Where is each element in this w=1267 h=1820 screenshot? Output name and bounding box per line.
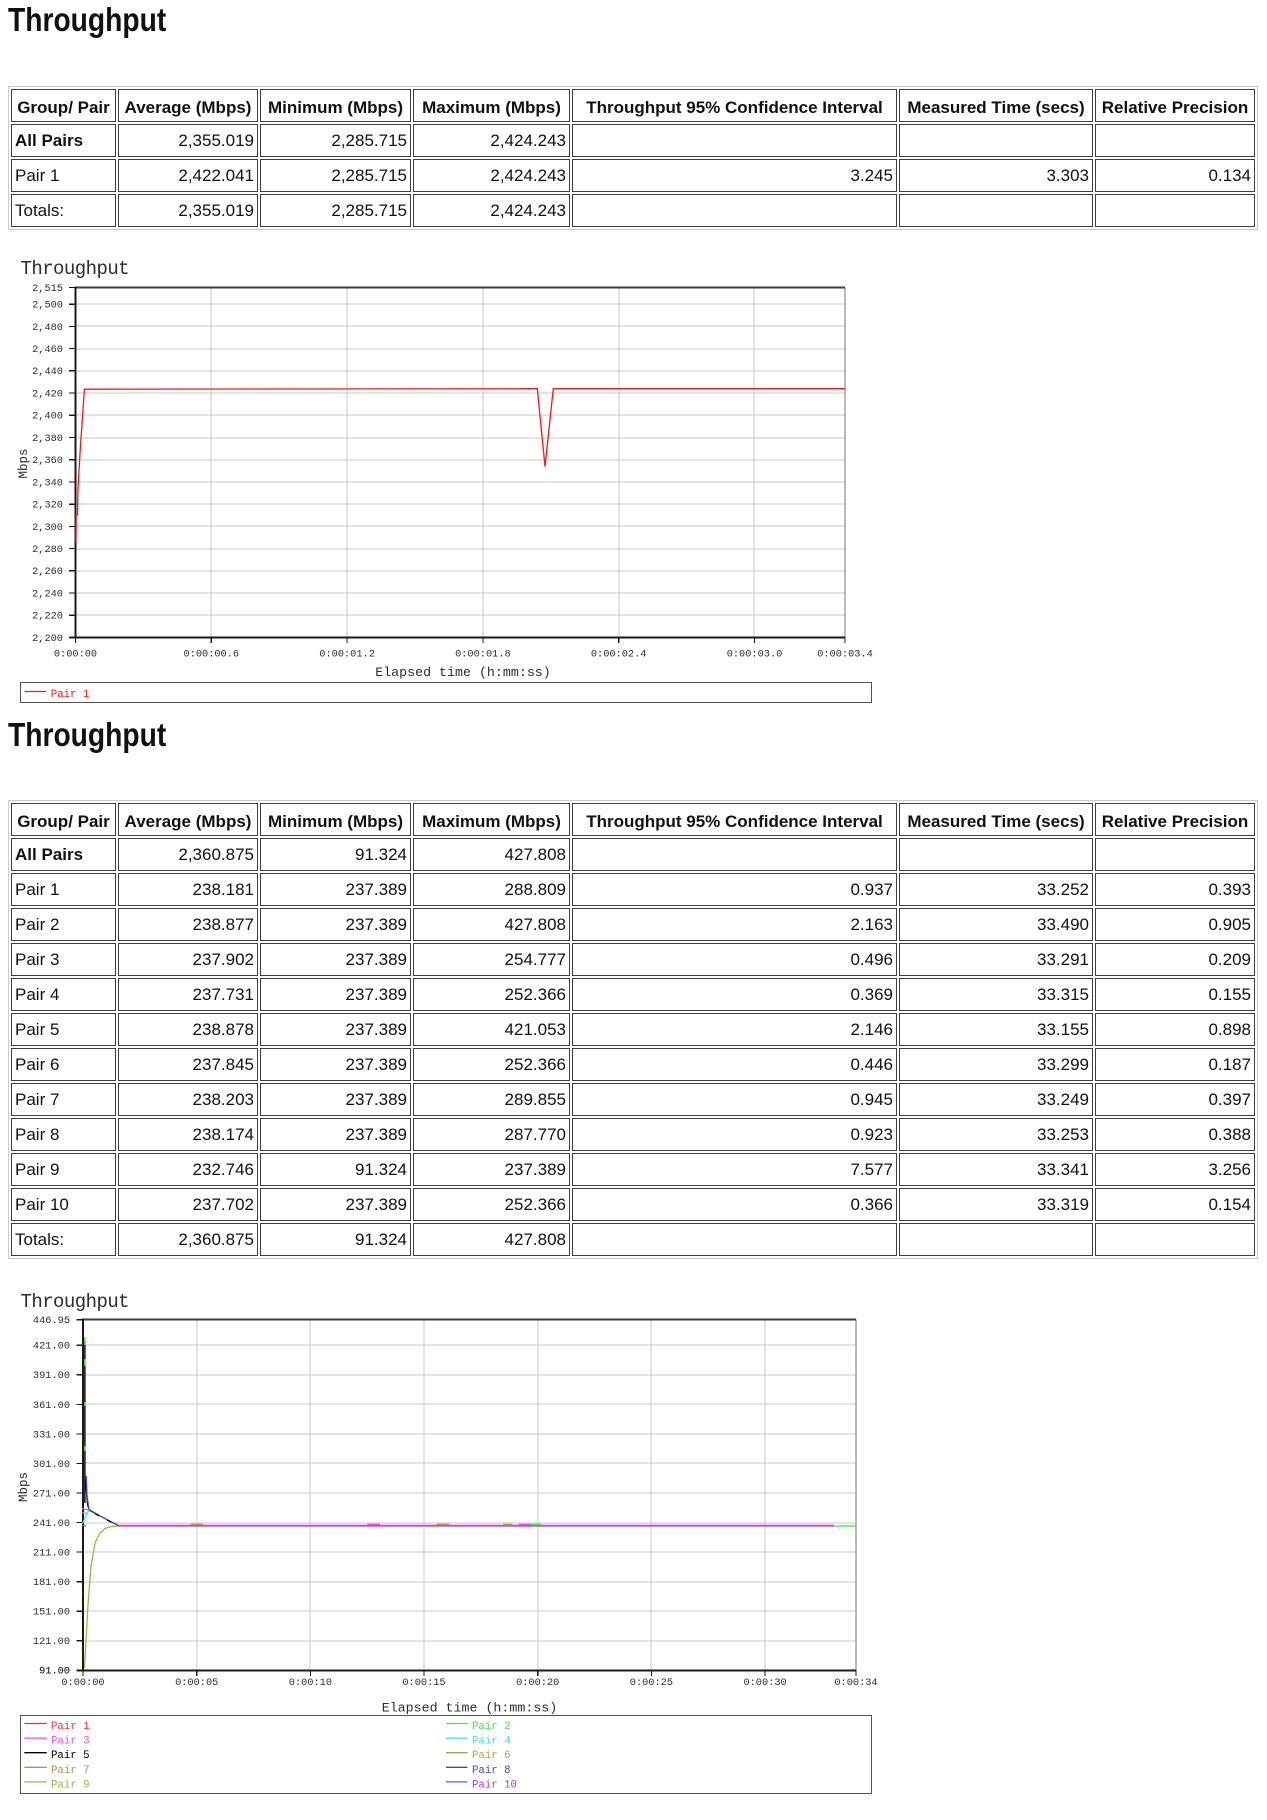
svg-text:0:00:03.0: 0:00:03.0 bbox=[727, 649, 783, 661]
svg-text:271.00: 271.00 bbox=[33, 1488, 70, 1500]
svg-text:2,500: 2,500 bbox=[32, 300, 63, 312]
svg-text:Pair 7: Pair 7 bbox=[51, 1765, 89, 1777]
svg-text:211.00: 211.00 bbox=[33, 1548, 70, 1560]
svg-text:331.00: 331.00 bbox=[33, 1429, 70, 1441]
svg-text:2,515: 2,515 bbox=[32, 283, 63, 295]
svg-text:421.00: 421.00 bbox=[33, 1341, 70, 1353]
svg-text:2,460: 2,460 bbox=[32, 344, 63, 356]
svg-text:0:00:20: 0:00:20 bbox=[516, 1677, 559, 1689]
svg-text:0:00:01.8: 0:00:01.8 bbox=[455, 649, 511, 661]
svg-text:2,420: 2,420 bbox=[32, 389, 63, 401]
svg-text:2,380: 2,380 bbox=[32, 433, 63, 445]
svg-text:2,440: 2,440 bbox=[32, 366, 63, 378]
svg-text:Pair 1: Pair 1 bbox=[51, 689, 89, 701]
svg-text:2,400: 2,400 bbox=[32, 411, 63, 423]
svg-text:Throughput: Throughput bbox=[21, 1291, 130, 1313]
svg-text:Throughput: Throughput bbox=[21, 258, 130, 280]
svg-text:301.00: 301.00 bbox=[33, 1459, 70, 1471]
svg-text:Pair 8: Pair 8 bbox=[472, 1765, 510, 1777]
svg-text:361.00: 361.00 bbox=[33, 1400, 70, 1412]
svg-text:0:00:00.6: 0:00:00.6 bbox=[183, 649, 239, 661]
svg-text:241.00: 241.00 bbox=[33, 1518, 70, 1530]
svg-text:2,320: 2,320 bbox=[32, 500, 63, 512]
svg-text:0:00:25: 0:00:25 bbox=[630, 1677, 673, 1689]
svg-text:2,240: 2,240 bbox=[32, 589, 63, 601]
svg-text:2,280: 2,280 bbox=[32, 544, 63, 556]
svg-text:0:00:00: 0:00:00 bbox=[54, 649, 97, 661]
svg-text:Mbps: Mbps bbox=[17, 448, 31, 478]
svg-text:Pair 10: Pair 10 bbox=[472, 1779, 517, 1791]
svg-text:2,260: 2,260 bbox=[32, 566, 63, 578]
svg-text:2,300: 2,300 bbox=[32, 522, 63, 534]
svg-text:0:00:02.4: 0:00:02.4 bbox=[591, 649, 647, 661]
svg-text:181.00: 181.00 bbox=[33, 1577, 70, 1589]
svg-text:2,340: 2,340 bbox=[32, 477, 63, 489]
svg-text:2,480: 2,480 bbox=[32, 322, 63, 334]
svg-text:Pair 9: Pair 9 bbox=[51, 1779, 89, 1791]
svg-text:0:00:05: 0:00:05 bbox=[175, 1677, 218, 1689]
svg-text:Pair 2: Pair 2 bbox=[472, 1721, 510, 1733]
svg-text:0:00:01.2: 0:00:01.2 bbox=[319, 649, 375, 661]
svg-text:Elapsed time (h:mm:ss): Elapsed time (h:mm:ss) bbox=[375, 665, 551, 680]
svg-text:446.95: 446.95 bbox=[33, 1315, 70, 1327]
svg-text:2,220: 2,220 bbox=[32, 611, 63, 623]
svg-text:391.00: 391.00 bbox=[33, 1370, 70, 1382]
svg-text:91.00: 91.00 bbox=[39, 1666, 70, 1678]
svg-text:0:00:03.4: 0:00:03.4 bbox=[817, 649, 873, 661]
svg-text:Mbps: Mbps bbox=[17, 1472, 31, 1502]
svg-text:151.00: 151.00 bbox=[33, 1607, 70, 1619]
svg-text:2,360: 2,360 bbox=[32, 455, 63, 467]
svg-text:0:00:10: 0:00:10 bbox=[289, 1677, 332, 1689]
svg-text:Pair 4: Pair 4 bbox=[472, 1736, 510, 1748]
svg-text:0:00:34: 0:00:34 bbox=[834, 1677, 877, 1689]
svg-text:Pair 1: Pair 1 bbox=[51, 1721, 89, 1733]
svg-text:0:00:15: 0:00:15 bbox=[402, 1677, 445, 1689]
svg-text:0:00:30: 0:00:30 bbox=[743, 1677, 786, 1689]
svg-text:Pair 6: Pair 6 bbox=[472, 1750, 510, 1762]
svg-text:121.00: 121.00 bbox=[33, 1636, 70, 1648]
svg-text:2,200: 2,200 bbox=[32, 633, 63, 645]
svg-text:91.00: 91.00 bbox=[39, 1666, 70, 1678]
svg-text:Elapsed time (h:mm:ss): Elapsed time (h:mm:ss) bbox=[382, 1700, 558, 1715]
svg-text:Pair 3: Pair 3 bbox=[51, 1736, 89, 1748]
svg-text:Pair 5: Pair 5 bbox=[51, 1750, 89, 1762]
svg-text:0:00:00: 0:00:00 bbox=[61, 1677, 104, 1689]
